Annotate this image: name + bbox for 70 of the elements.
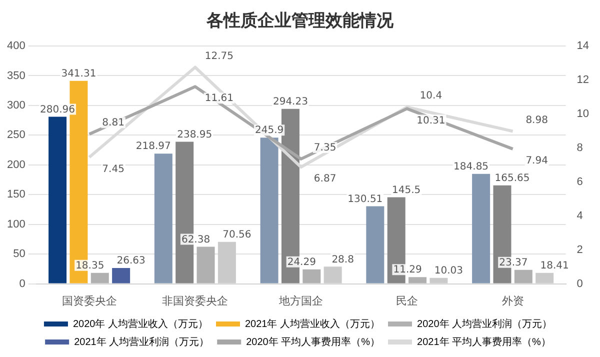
legend-label: 2020年 人均营业收入（万元） [72,318,208,330]
y-tick-label: 250 [6,129,26,142]
y2-tick-label: 10 [576,108,590,120]
data-label: 130.51 [348,194,383,205]
bar [514,270,532,284]
bar [196,246,215,284]
bar [408,277,427,284]
y2-tick-label: 12 [576,74,590,86]
data-label: 245.9 [254,125,284,136]
y-tick-label: 0 [19,278,26,290]
data-label: 8.81 [102,118,124,129]
y-tick-label: 100 [6,218,26,230]
bar [472,174,490,284]
data-label: 218.97 [136,141,171,152]
bar [90,272,109,284]
y-tick-label: 200 [6,158,26,171]
x-tick-label: 国资委央企 [62,294,117,308]
data-label: 165.65 [494,172,530,184]
y-tick-label: 400 [6,40,26,52]
data-label: 294.23 [272,96,308,108]
data-label: 7.45 [102,164,124,175]
data-label: 62.38 [181,234,210,246]
data-label: 26.63 [116,256,146,267]
y2-tick-label: 4 [576,210,583,222]
legend-label: 2020年 平均人事费用率（%） [246,336,380,348]
chart-title: 各性质企业管理效能情况 [205,10,394,33]
data-label: 11.29 [393,264,422,276]
x-tick-label: 民企 [396,295,418,308]
data-label: 280.96 [40,104,76,116]
data-label: 10.03 [434,265,464,276]
data-label: 18.41 [540,260,569,272]
y2-tick-label: 0 [576,278,583,290]
x-tick-label: 外资 [502,295,524,308]
data-label: 10.31 [416,115,446,126]
data-label: 6.87 [314,174,336,185]
x-tick-label: 非国资委央企 [162,294,228,308]
bar [112,268,130,284]
bar [48,116,67,284]
y2-tick-label: 8 [576,142,583,154]
bar [260,138,278,284]
bar [154,154,172,284]
y2-tick-label: 2 [576,244,583,256]
y-tick-label: 150 [6,188,26,201]
legend-label: 2021年 人均营业收入（万元） [244,318,380,330]
y2-tick-label: 14 [576,40,590,52]
y-tick-label: 300 [6,99,26,112]
bar [302,269,321,284]
legend-label: 2020年 人均营业利润（万元） [417,318,552,330]
data-label: 28.8 [332,254,354,266]
data-label: 184.85 [454,162,489,172]
data-label: 11.61 [204,93,234,104]
data-label: 70.56 [222,229,252,240]
data-label: 238.95 [177,129,212,140]
data-label: 18.35 [76,260,104,272]
y-tick-label: 350 [6,70,26,82]
bar [366,206,384,284]
data-label: 8.98 [526,114,548,126]
data-label: 23.37 [499,258,528,268]
data-label: 10.4 [420,90,442,102]
x-tick-label: 地方国企 [278,294,324,308]
data-label: 145.5 [392,184,421,196]
data-label: 7.35 [314,142,336,154]
y-tick-label: 50 [13,248,26,260]
data-label: 7.94 [526,156,548,167]
data-label: 341.31 [61,68,96,80]
y2-tick-label: 6 [576,176,583,188]
legend-label: 2021年 平均人事费用率（%） [417,336,551,348]
data-label: 24.29 [287,256,316,268]
legend-label: 2021年 人均营业利润（万元） [74,336,210,348]
data-label: 12.75 [204,50,234,62]
